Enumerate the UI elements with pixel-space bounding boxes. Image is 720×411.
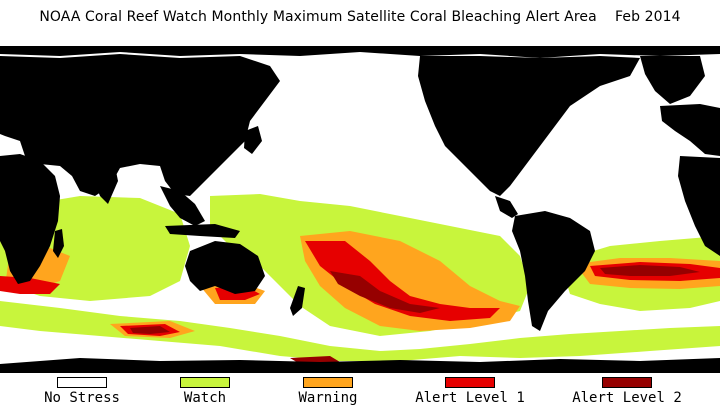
land-japan: [244, 126, 262, 154]
watch-zone-south-band: [0, 301, 720, 361]
land-greenland: [640, 56, 705, 104]
land-central-america: [495, 196, 518, 218]
land-new-zealand: [290, 286, 305, 316]
land-south-america: [512, 211, 595, 331]
alert1-zone-pacific: [305, 241, 500, 321]
legend-label: Alert Level 2: [572, 390, 682, 406]
legend-item-warning: Warning: [248, 375, 408, 411]
legend-item-alert-level-1: Alert Level 1: [390, 375, 550, 411]
alert1-zone-indian: [0, 276, 60, 294]
legend-swatch: [57, 377, 107, 388]
land-north-america: [418, 56, 640, 196]
legend-item-no-stress: No Stress: [2, 375, 162, 411]
land-africa: [0, 154, 60, 284]
land-se-asia: [160, 186, 205, 226]
legend-swatch: [303, 377, 353, 388]
legend-label: Warning: [298, 390, 358, 406]
legend-swatch: [602, 377, 652, 388]
legend-item-alert-level-2: Alert Level 2: [547, 375, 707, 411]
alert2-zone-atlantic: [600, 265, 700, 276]
alert-area-map: [0, 46, 720, 373]
legend-swatch: [445, 377, 495, 388]
land-europe-west: [660, 104, 720, 156]
legend: No Stress Watch Warning Alert Level 1 Al…: [0, 375, 720, 411]
alert2-zone-south: [130, 326, 170, 334]
land-australia: [185, 241, 265, 294]
land-india: [94, 166, 118, 204]
stress-zones: [0, 194, 720, 364]
legend-item-watch: Watch: [125, 375, 285, 411]
land-indonesia: [165, 224, 240, 238]
land-eurasia: [0, 54, 280, 196]
legend-label: Watch: [183, 390, 227, 406]
land-madagascar: [53, 229, 64, 258]
land-africa-right: [678, 156, 720, 256]
legend-swatch: [180, 377, 230, 388]
legend-label: Alert Level 1: [415, 390, 525, 406]
world-map: [0, 46, 720, 373]
land-masses: [0, 46, 720, 373]
land-arctic-strip: [0, 46, 720, 58]
land-antarctica: [0, 358, 720, 373]
map-title: NOAA Coral Reef Watch Monthly Maximum Sa…: [39, 9, 681, 25]
alert2-zone-pacific: [330, 271, 440, 313]
legend-label: No Stress: [44, 390, 120, 406]
